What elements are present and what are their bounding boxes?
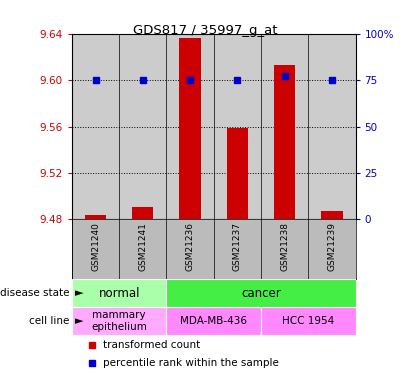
Bar	[85, 215, 106, 219]
Bar	[72, 279, 166, 307]
Bar	[227, 128, 248, 219]
Text: cell line: cell line	[29, 316, 69, 326]
Text: disease state: disease state	[0, 288, 69, 298]
Text: GSM21238: GSM21238	[280, 222, 289, 272]
Bar	[321, 211, 342, 219]
Text: GSM21236: GSM21236	[186, 222, 194, 272]
Text: normal: normal	[99, 286, 140, 300]
Text: HCC 1954: HCC 1954	[282, 316, 335, 326]
Bar	[214, 34, 261, 219]
Text: GSM21240: GSM21240	[91, 222, 100, 271]
Text: cancer: cancer	[241, 286, 281, 300]
Bar	[261, 307, 356, 335]
Bar	[180, 38, 201, 219]
Bar	[119, 34, 166, 219]
Bar	[166, 34, 214, 219]
Text: ►: ►	[75, 316, 83, 326]
Text: GSM21239: GSM21239	[328, 222, 336, 272]
Bar	[132, 207, 153, 219]
Text: percentile rank within the sample: percentile rank within the sample	[103, 358, 279, 368]
Bar	[166, 279, 356, 307]
Text: mammary
epithelium: mammary epithelium	[91, 310, 147, 332]
Text: ►: ►	[75, 288, 83, 298]
Bar	[274, 65, 295, 219]
Text: GSM21241: GSM21241	[139, 222, 147, 271]
Text: transformed count: transformed count	[103, 340, 201, 350]
Bar	[261, 34, 308, 219]
Bar	[72, 34, 119, 219]
Text: MDA-MB-436: MDA-MB-436	[180, 316, 247, 326]
Text: GSM21237: GSM21237	[233, 222, 242, 272]
Bar	[308, 34, 356, 219]
Bar	[166, 307, 261, 335]
Bar	[72, 307, 166, 335]
Text: GDS817 / 35997_g_at: GDS817 / 35997_g_at	[133, 24, 278, 38]
